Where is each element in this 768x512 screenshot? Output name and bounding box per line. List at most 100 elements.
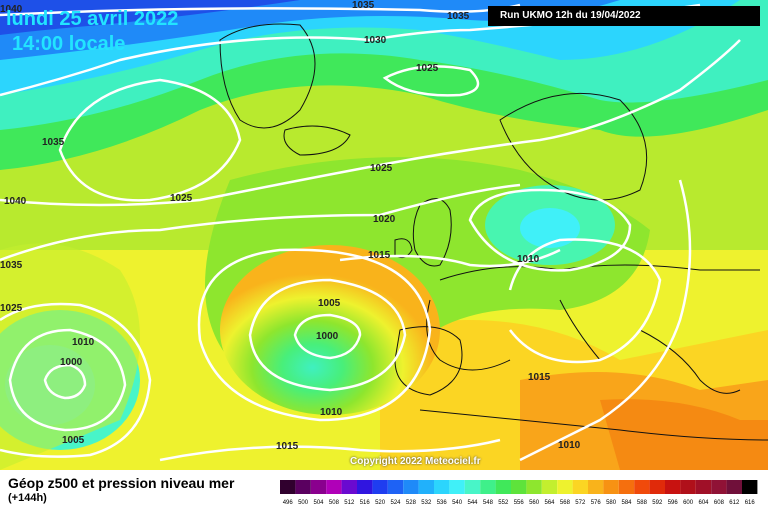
scale-tick-label: 600: [683, 500, 694, 504]
balkans-outline: [639, 329, 741, 394]
west-band: [0, 243, 140, 470]
scale-tick-label: 528: [406, 500, 417, 504]
scale-tick-label: 592: [652, 500, 663, 504]
scale-tick-label: 516: [360, 500, 371, 504]
isobar-label: 1000: [316, 331, 339, 342]
isobar-label: 1000: [60, 357, 83, 368]
low-pressure-field: [220, 245, 440, 415]
isobar-label: 1010: [320, 407, 343, 418]
scale-swatch: [526, 480, 542, 494]
isobar-labels: 1040 1035 1035 1030 1025 1035 1040 1025 …: [0, 0, 581, 452]
iceland-outline: [283, 125, 351, 156]
scale-swatch: [649, 480, 665, 494]
scale-tick-label: 616: [745, 500, 756, 504]
isobar-label: 1015: [528, 372, 551, 383]
weather-map: 1040 1035 1035 1030 1025 1035 1040 1025 …: [0, 0, 768, 470]
isobar-label: 1035: [0, 260, 23, 271]
scale-swatch: [588, 480, 604, 494]
scale-tick-label: 580: [606, 500, 617, 504]
scale-swatch: [695, 480, 712, 494]
scale-swatch: [665, 480, 681, 494]
scale-tick-label: 548: [483, 500, 494, 504]
color-scale: 496 500 504 508 512 516 520 524 528 532 536 540 544 5…: [280, 480, 758, 504]
scale-swatch: [603, 480, 619, 494]
scale-tick-label: 504: [313, 500, 324, 504]
forecast-time: 14:00 locale: [12, 33, 126, 55]
copyright-text: Copyright 2022 Meteociel.fr: [350, 456, 481, 467]
scale-swatch: [680, 480, 696, 494]
scale-swatch: [511, 480, 527, 494]
scale-tick-label: 532: [421, 500, 432, 504]
legend-title: Géop z500 et pression niveau mer: [8, 475, 235, 491]
scale-swatch: [295, 480, 311, 494]
hottest-band: [600, 399, 768, 470]
scale-swatch: [557, 480, 573, 494]
scandinavia-outline: [499, 92, 648, 201]
scale-swatch: [372, 480, 388, 494]
scale-swatch: [280, 480, 296, 494]
isobar-label: 1015: [276, 441, 299, 452]
scale-swatch: [449, 480, 465, 494]
isobar-label: 1040: [4, 196, 27, 207]
isobar-label: 1030: [364, 35, 387, 46]
scale-tick-label: 524: [390, 500, 401, 504]
scale-tick-label: 596: [668, 500, 679, 504]
scale-tick-label: 564: [544, 500, 555, 504]
scale-swatch: [726, 480, 742, 494]
scale-tick-label: 608: [714, 500, 725, 504]
scale-tick-label: 604: [698, 500, 709, 504]
scale-tick-label: 552: [498, 500, 509, 504]
scale-tick-label: 612: [729, 500, 740, 504]
north-africa-outline: [419, 409, 768, 441]
forecast-date: lundi 25 avril 2022: [6, 8, 179, 30]
scale-swatch: [326, 480, 342, 494]
italy-outline: [559, 299, 601, 361]
isobar-label: 1010: [558, 440, 581, 451]
scale-swatch: [480, 480, 496, 494]
isobar-label: 1010: [517, 254, 540, 265]
isobar-label: 1035: [447, 11, 470, 22]
scale-swatch: [434, 480, 450, 494]
legend-subtitle: (+144h): [8, 492, 47, 504]
scale-tick-label: 500: [298, 500, 309, 504]
scale-tick-label: 584: [621, 500, 632, 504]
scale-tick-label: 568: [560, 500, 571, 504]
scale-tick-label: 544: [467, 500, 478, 504]
isobar-label: 1005: [62, 435, 85, 446]
britain-outline: [412, 198, 452, 267]
scale-swatch: [495, 480, 511, 494]
iberia-outline: [394, 326, 463, 396]
scale-swatch: [634, 480, 650, 494]
scale-tick-label: 556: [514, 500, 525, 504]
scale-swatch: [310, 480, 327, 494]
scale-swatch: [541, 480, 558, 494]
isobar-label: 1005: [318, 298, 341, 309]
isobar-label: 1035: [42, 137, 65, 148]
scale-tick-label: 560: [529, 500, 540, 504]
scale-swatch: [711, 480, 727, 494]
scale-tick-label: 572: [575, 500, 586, 504]
scale-tick-label: 496: [283, 500, 294, 504]
scale-tick-label: 588: [637, 500, 648, 504]
scale-swatch: [357, 480, 373, 494]
scale-swatch: [418, 480, 434, 494]
scale-tick-label: 540: [452, 500, 463, 504]
scale-tick-label: 512: [344, 500, 355, 504]
isobar-label: 1025: [416, 63, 439, 74]
scale-swatch: [341, 480, 357, 494]
greenland-outline: [219, 23, 316, 129]
scale-swatch: [387, 480, 404, 494]
scale-swatch: [403, 480, 419, 494]
isobar-label: 1015: [368, 250, 391, 261]
isobar-label: 1025: [370, 163, 393, 174]
scale-tick-label: 536: [437, 500, 448, 504]
isobar-label: 1025: [0, 303, 23, 314]
scale-tick-label: 508: [329, 500, 340, 504]
scale-swatch: [618, 480, 635, 494]
scale-swatch: [742, 480, 758, 494]
scale-tick-label: 576: [591, 500, 602, 504]
isobar-label: 1025: [170, 193, 193, 204]
scale-tick-label: 520: [375, 500, 386, 504]
isobar-label: 1020: [373, 214, 396, 225]
run-info-box: Run UKMO 12h du 19/04/2022: [488, 6, 760, 26]
